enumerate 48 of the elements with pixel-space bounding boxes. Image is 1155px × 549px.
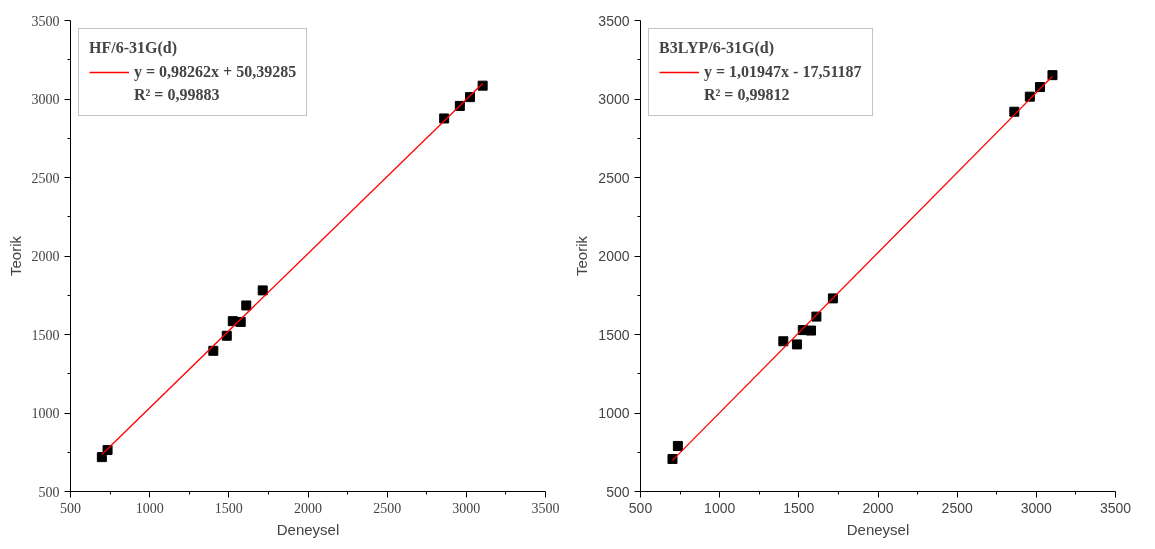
x-tick-label: 1000: [704, 499, 736, 516]
legend-label: y = 1,01947x - 17,51187: [704, 63, 862, 81]
x-tick-label: 2500: [941, 499, 973, 516]
x-tick-label: 500: [60, 500, 81, 516]
x-axis-title: Deneysel: [276, 520, 340, 538]
point: [672, 440, 683, 451]
point: [791, 339, 802, 350]
y-axis-title: Teorik: [573, 235, 591, 277]
x-tick-label: 1000: [135, 500, 164, 516]
x-tick-label: 2000: [294, 500, 322, 516]
x-tick-label: 1500: [783, 499, 815, 516]
y-tick-label: 3000: [31, 92, 60, 107]
point: [241, 300, 252, 311]
legend-title: HF/6-31G(d): [89, 39, 178, 57]
x-tick-label: 3000: [1020, 499, 1053, 516]
annotation: R² = 0,99812: [704, 86, 790, 104]
annotation: R² = 0,99883: [134, 86, 220, 104]
y-tick-label: 2000: [598, 248, 630, 264]
point: [208, 345, 219, 356]
y-tick-label: 2000: [31, 249, 60, 264]
x-tick-label: 2000: [862, 499, 894, 516]
y-tick-label: 3500: [31, 13, 60, 29]
y-tick-label: 2500: [31, 170, 60, 186]
point: [477, 80, 488, 91]
x-tick-label: 2500: [373, 500, 402, 516]
legend-label: y = 0,98262x + 50,39285: [134, 63, 297, 81]
y-tick-label: 2500: [598, 169, 630, 186]
x-tick-label: 3000: [452, 500, 481, 516]
x-tick-label: 3500: [531, 500, 560, 516]
x-tick-label: 500: [628, 499, 653, 516]
point: [1047, 70, 1058, 81]
y-tick-label: 1000: [31, 406, 60, 421]
y-tick-label: 3000: [598, 91, 630, 107]
y-tick-label: 1500: [598, 326, 630, 343]
legend-title: B3LYP/6-31G(d): [659, 39, 775, 57]
x-tick-label: 1500: [214, 500, 243, 516]
point: [1024, 91, 1035, 102]
y-tick-label: 500: [38, 484, 60, 500]
point: [257, 285, 268, 296]
x-tick-label: 3500: [1099, 499, 1132, 516]
y-axis-title: Teorik: [6, 235, 24, 277]
y-tick-label: 1000: [598, 405, 630, 421]
y-tick-label: 1500: [31, 327, 60, 343]
x-axis-title: Deneysel: [846, 520, 910, 538]
point: [778, 336, 789, 347]
y-tick-label: 3500: [598, 12, 630, 29]
y-tick-label: 500: [606, 483, 630, 500]
point: [806, 325, 817, 336]
